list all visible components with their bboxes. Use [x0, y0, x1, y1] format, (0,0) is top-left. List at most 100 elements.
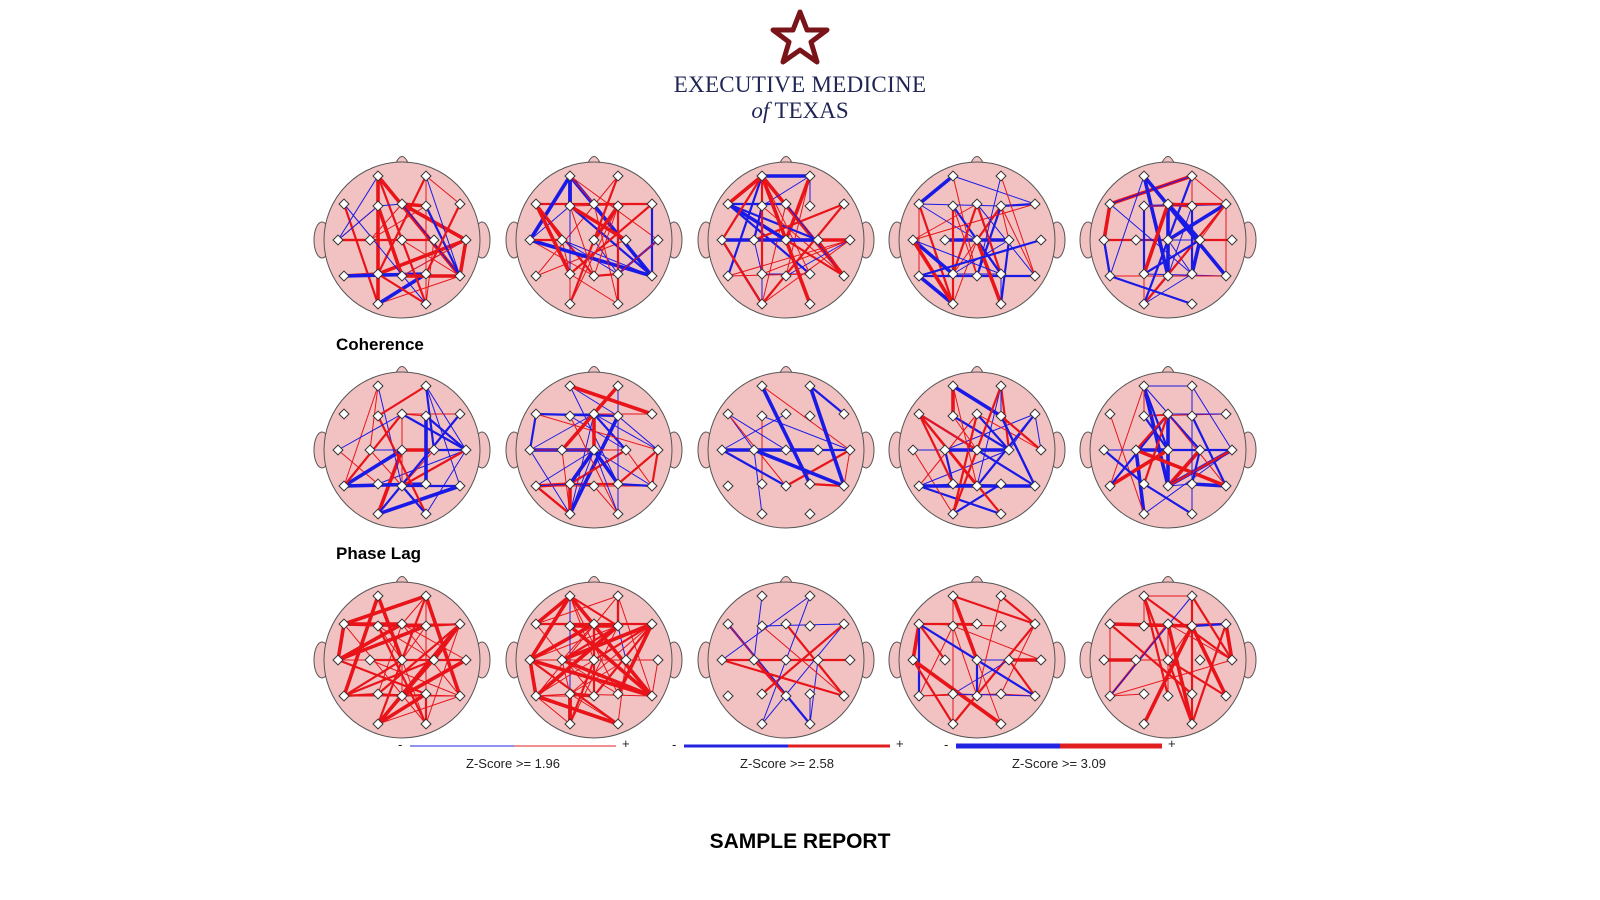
- electrode-node: [756, 508, 768, 520]
- electrode-node: [1194, 654, 1206, 666]
- connection-line: [1167, 202, 1227, 242]
- electrode-node: [530, 618, 542, 630]
- connection-line: [1135, 448, 1227, 488]
- electrode-node: [995, 200, 1007, 212]
- electrode-node: [947, 620, 959, 632]
- connection-line: [369, 203, 403, 241]
- electrode-node: [907, 234, 919, 246]
- electrode-node: [372, 380, 384, 392]
- electrode-node: [1186, 200, 1198, 212]
- electrode-node: [1138, 590, 1150, 602]
- electrode-node: [971, 480, 983, 492]
- electrode-node: [844, 654, 856, 666]
- connection-line: [911, 658, 1003, 726]
- head-map: [313, 576, 491, 739]
- connection-line: [617, 449, 659, 485]
- electrode-node: [646, 618, 658, 630]
- connection-line: [1143, 273, 1193, 305]
- connection-line: [528, 175, 572, 241]
- connection-line: [1142, 385, 1170, 487]
- electrode-node: [1220, 480, 1232, 492]
- electrode-node: [748, 234, 760, 246]
- connection-line: [569, 203, 653, 207]
- electrode-node: [396, 270, 408, 282]
- electrode-node: [756, 268, 768, 280]
- electrode-node: [947, 508, 959, 520]
- connection-line: [593, 413, 627, 451]
- electrode-node: [612, 298, 624, 310]
- connection-line: [917, 174, 955, 206]
- electrode-node: [756, 410, 768, 422]
- electrode-node: [588, 444, 600, 456]
- connection-line: [458, 239, 468, 277]
- head-map: [888, 576, 1066, 739]
- electrode-node: [564, 200, 576, 212]
- electrode-node: [372, 268, 384, 280]
- logo-text-texas: TEXAS: [774, 98, 849, 123]
- electrode-node: [1226, 234, 1238, 246]
- connection-line: [727, 202, 787, 242]
- electrode-node: [756, 718, 768, 730]
- electrode-node: [564, 410, 576, 422]
- electrode-node: [1104, 198, 1116, 210]
- electrode-node: [722, 618, 734, 630]
- electrode-node: [995, 268, 1007, 280]
- electrode-node: [652, 444, 664, 456]
- electrode-node: [1104, 480, 1116, 492]
- electrode-node: [1220, 198, 1232, 210]
- connection-line: [569, 595, 619, 627]
- connection-line: [593, 449, 653, 487]
- electrode-node: [913, 618, 925, 630]
- connection-line: [952, 693, 1036, 697]
- electrode-node: [420, 298, 432, 310]
- electrode-node: [1098, 234, 1110, 246]
- connection-line: [1034, 413, 1042, 451]
- electrode-node: [556, 444, 568, 456]
- electrode-node: [646, 270, 658, 282]
- connection-line: [912, 239, 1002, 275]
- electrode-node: [588, 198, 600, 210]
- connection-line: [761, 203, 787, 305]
- connection-line: [337, 413, 403, 451]
- electrode-node: [1035, 654, 1047, 666]
- connection-line: [1008, 659, 1036, 697]
- connection-line: [1191, 595, 1233, 661]
- electrode-node: [588, 480, 600, 492]
- connection-line: [1143, 175, 1169, 205]
- electrode-node: [338, 198, 350, 210]
- connection-line: [918, 413, 954, 485]
- electrode-node: [338, 690, 350, 702]
- connection-line: [377, 175, 427, 275]
- connection-line: [561, 625, 619, 661]
- electrode-node: [907, 654, 919, 666]
- electrode-node: [612, 718, 624, 730]
- electrode-node: [364, 444, 376, 456]
- connection-line: [1143, 239, 1201, 275]
- electrode-node: [756, 478, 768, 490]
- connection-line: [1109, 448, 1169, 488]
- electrode-node: [1226, 654, 1238, 666]
- connection-line: [976, 659, 1002, 725]
- electrode-node: [1029, 480, 1041, 492]
- connection-line: [1143, 385, 1201, 451]
- electrode-node: [995, 380, 1007, 392]
- electrode-node: [530, 198, 542, 210]
- electrode-node: [756, 688, 768, 700]
- electrode-node: [804, 380, 816, 392]
- electrode-node: [1194, 444, 1206, 456]
- connection-line: [593, 239, 619, 275]
- electrode-node: [971, 654, 983, 666]
- electrode-node: [1003, 654, 1015, 666]
- connection-line: [761, 625, 845, 697]
- connection-line: [1109, 659, 1233, 697]
- electrode-node: [1186, 268, 1198, 280]
- connection-line: [912, 449, 954, 515]
- electrode-node: [804, 298, 816, 310]
- connection-line: [342, 595, 380, 697]
- connection-line: [568, 594, 654, 698]
- electrode-node: [612, 478, 624, 490]
- electrode-node: [524, 444, 536, 456]
- connection-line: [918, 623, 946, 661]
- electrode-node: [1186, 478, 1198, 490]
- connection-line: [337, 658, 427, 696]
